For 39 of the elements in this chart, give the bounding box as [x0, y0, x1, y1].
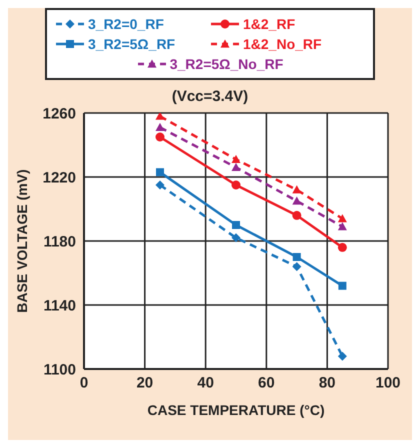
point — [338, 282, 346, 290]
y-tick-label: 1220 — [42, 169, 76, 186]
point — [292, 210, 302, 220]
x-tick-label: 80 — [318, 374, 336, 392]
point — [156, 122, 164, 131]
point — [292, 262, 302, 272]
x-tick-label: 40 — [197, 374, 214, 392]
x-tick-label: 100 — [375, 374, 401, 392]
y-tick-label: 1260 — [42, 105, 76, 122]
point — [338, 352, 347, 361]
point — [292, 185, 302, 194]
x-tick-label: 60 — [258, 374, 275, 392]
point — [338, 214, 347, 222]
point — [292, 253, 301, 261]
point — [156, 168, 164, 176]
x-axis-title: CASE TEMPERATURE (°C) — [147, 402, 325, 418]
y-axis-title: BASE VOLTAGE (mV) — [14, 169, 30, 313]
point — [232, 180, 240, 190]
point — [338, 222, 347, 230]
legend-label: 3_R2=5Ω_RF — [88, 36, 176, 52]
legend-label: 1&2_No_RF — [243, 36, 322, 52]
y-tick-label: 1100 — [43, 361, 76, 378]
legend-label: 3_R2=0_RF — [88, 16, 164, 32]
legend-label: 3_R2=5Ω_No_RF — [170, 56, 284, 72]
point — [156, 132, 164, 142]
point — [156, 180, 164, 190]
x-tick-label: 0 — [80, 374, 88, 392]
point — [156, 113, 164, 120]
point — [232, 162, 240, 171]
point — [232, 233, 240, 242]
y-tick-label: 1140 — [43, 297, 76, 314]
chart-subtitle: (Vcc=3.4V) — [170, 88, 250, 105]
y-tick-label: 1180 — [43, 233, 76, 250]
point — [232, 154, 240, 163]
x-tick-label: 20 — [136, 374, 154, 392]
point — [232, 221, 240, 229]
legend-label: 1&2_RF — [243, 16, 296, 32]
point — [338, 242, 347, 252]
point — [292, 196, 302, 205]
